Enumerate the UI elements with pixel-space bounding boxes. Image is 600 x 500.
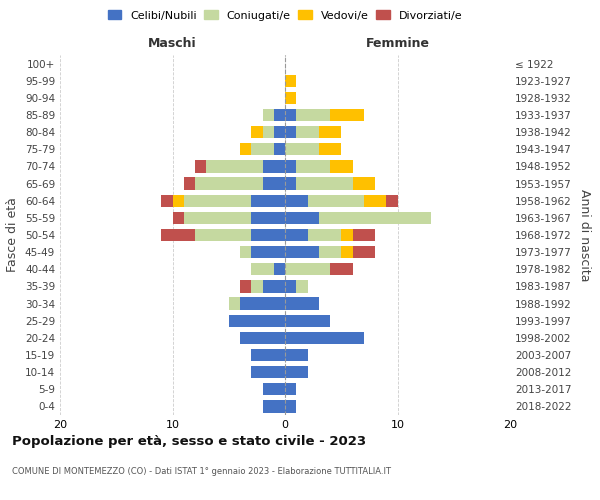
Bar [184, 178, 195, 190]
Bar [263, 280, 285, 292]
Bar [285, 280, 296, 292]
Bar [285, 349, 308, 361]
Bar [296, 126, 319, 138]
Bar [251, 212, 285, 224]
Bar [274, 263, 285, 276]
Bar [251, 194, 285, 207]
Bar [184, 194, 251, 207]
Bar [285, 263, 330, 276]
Bar [319, 126, 341, 138]
Bar [285, 332, 364, 344]
Bar [296, 109, 330, 121]
Bar [285, 194, 308, 207]
Bar [285, 212, 319, 224]
Bar [285, 400, 296, 412]
Bar [308, 229, 341, 241]
Bar [240, 298, 285, 310]
Bar [285, 143, 319, 156]
Bar [285, 74, 296, 87]
Bar [195, 229, 251, 241]
Bar [173, 212, 184, 224]
Bar [229, 314, 285, 327]
Legend: Celibi/Nubili, Coniugati/e, Vedovi/e, Divorziati/e: Celibi/Nubili, Coniugati/e, Vedovi/e, Di… [108, 10, 462, 20]
Bar [330, 109, 364, 121]
Bar [285, 178, 296, 190]
Bar [296, 160, 330, 172]
Bar [341, 229, 353, 241]
Bar [263, 383, 285, 396]
Text: Popolazione per età, sesso e stato civile - 2023: Popolazione per età, sesso e stato civil… [12, 435, 366, 448]
Bar [263, 109, 274, 121]
Bar [251, 126, 263, 138]
Bar [161, 229, 195, 241]
Bar [319, 212, 431, 224]
Bar [285, 314, 330, 327]
Y-axis label: Fasce di età: Fasce di età [7, 198, 19, 272]
Bar [353, 246, 375, 258]
Bar [285, 126, 296, 138]
Text: Maschi: Maschi [148, 37, 197, 50]
Bar [285, 383, 296, 396]
Bar [195, 178, 263, 190]
Bar [195, 160, 206, 172]
Bar [353, 229, 375, 241]
Bar [251, 143, 274, 156]
Bar [263, 400, 285, 412]
Bar [274, 143, 285, 156]
Bar [173, 194, 184, 207]
Bar [285, 229, 308, 241]
Bar [240, 332, 285, 344]
Bar [240, 280, 251, 292]
Bar [240, 246, 251, 258]
Bar [319, 246, 341, 258]
Bar [285, 366, 308, 378]
Bar [161, 194, 173, 207]
Bar [263, 126, 274, 138]
Bar [285, 109, 296, 121]
Bar [263, 178, 285, 190]
Text: COMUNE DI MONTEMEZZO (CO) - Dati ISTAT 1° gennaio 2023 - Elaborazione TUTTITALIA: COMUNE DI MONTEMEZZO (CO) - Dati ISTAT 1… [12, 468, 391, 476]
Bar [251, 263, 274, 276]
Bar [296, 178, 353, 190]
Bar [308, 194, 364, 207]
Bar [364, 194, 386, 207]
Bar [251, 349, 285, 361]
Bar [341, 246, 353, 258]
Bar [285, 92, 296, 104]
Bar [184, 212, 251, 224]
Bar [251, 229, 285, 241]
Bar [285, 160, 296, 172]
Bar [263, 160, 285, 172]
Bar [285, 246, 319, 258]
Bar [274, 109, 285, 121]
Bar [274, 126, 285, 138]
Bar [319, 143, 341, 156]
Bar [251, 366, 285, 378]
Bar [330, 160, 353, 172]
Bar [353, 178, 375, 190]
Bar [240, 143, 251, 156]
Bar [296, 280, 308, 292]
Bar [330, 263, 353, 276]
Bar [251, 280, 263, 292]
Y-axis label: Anni di nascita: Anni di nascita [578, 188, 591, 281]
Bar [386, 194, 398, 207]
Bar [206, 160, 263, 172]
Text: Femmine: Femmine [365, 37, 430, 50]
Bar [251, 246, 285, 258]
Bar [285, 298, 319, 310]
Bar [229, 298, 240, 310]
